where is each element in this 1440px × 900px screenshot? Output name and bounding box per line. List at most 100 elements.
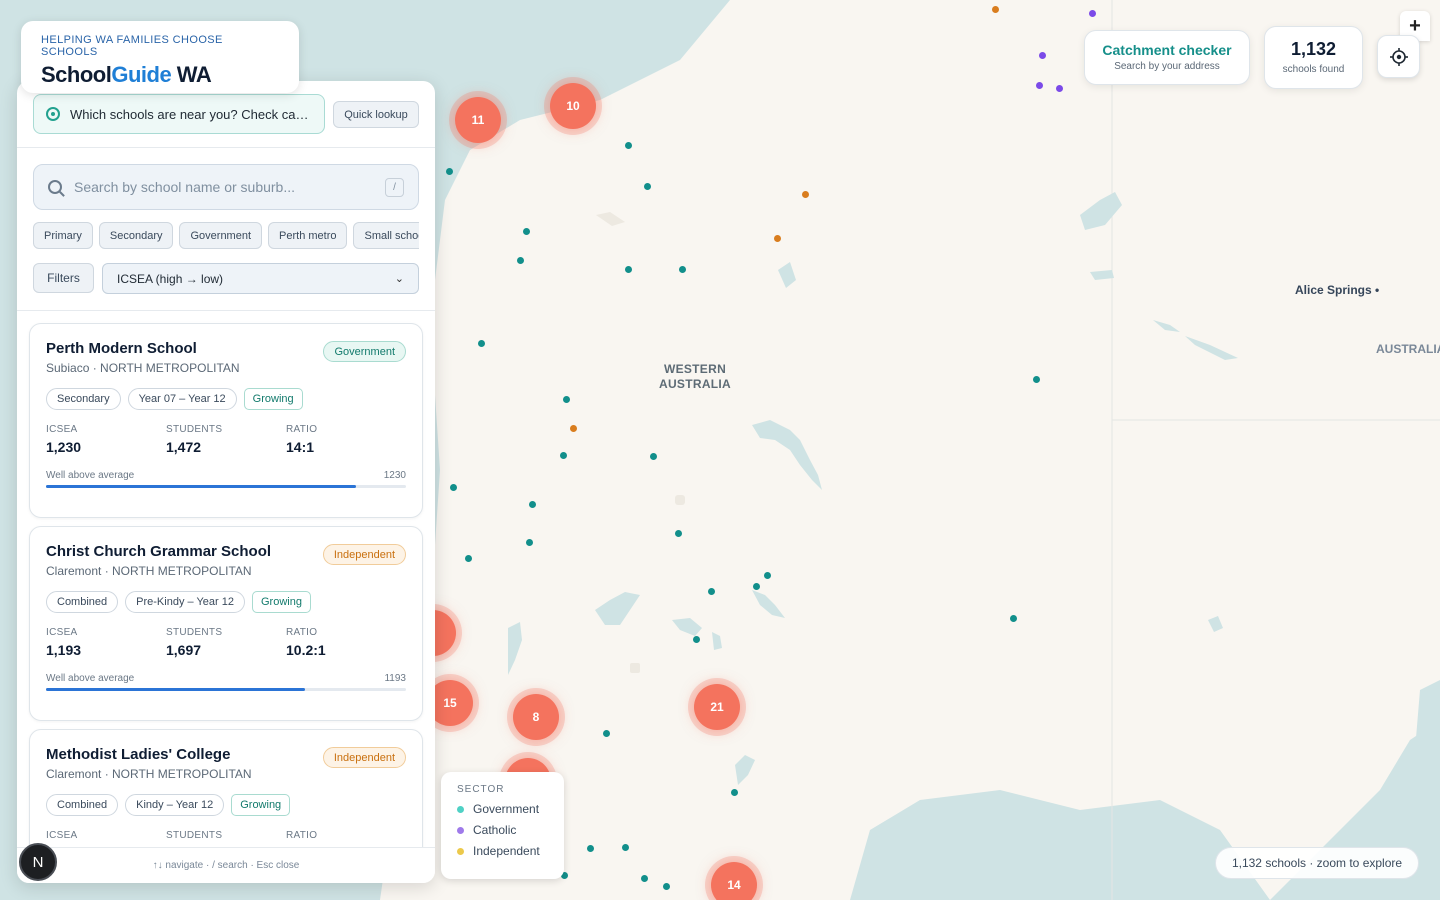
school-marker[interactable] <box>1039 52 1046 59</box>
catchment-prompt-text: Which schools are near you? Check catchm… <box>70 106 312 122</box>
school-marker[interactable] <box>641 875 648 882</box>
school-cluster[interactable]: 10 <box>550 83 596 129</box>
school-marker[interactable] <box>650 453 657 460</box>
school-marker[interactable] <box>517 257 524 264</box>
chip-small-schools[interactable]: Small schools <box>353 222 419 249</box>
schools-count-value: 1,132 <box>1290 39 1337 59</box>
chip-perth-metro[interactable]: Perth metro <box>268 222 348 249</box>
sector-legend: SECTOR Government Catholic Independent <box>441 772 564 879</box>
legend-label: Independent <box>473 844 540 858</box>
school-marker[interactable] <box>561 872 568 879</box>
school-marker[interactable] <box>465 555 472 562</box>
school-marker[interactable] <box>587 845 594 852</box>
school-marker[interactable] <box>679 266 686 273</box>
school-marker[interactable] <box>1056 85 1063 92</box>
school-marker[interactable] <box>1033 376 1040 383</box>
school-cluster[interactable]: 11 <box>455 97 501 143</box>
sector-badge: Independent <box>322 747 406 768</box>
sector-badge: Independent <box>322 544 406 565</box>
school-marker[interactable] <box>693 636 700 643</box>
school-marker[interactable] <box>1036 82 1043 89</box>
school-marker[interactable] <box>529 501 536 508</box>
search-shortcut-key: / <box>385 177 404 197</box>
school-marker[interactable] <box>570 425 577 432</box>
school-location: Claremont · NORTH METROPOLITAN <box>46 564 252 578</box>
icsea-bar <box>46 485 406 488</box>
brand-card: HELPING WA FAMILIES CHOOSE SCHOOLS Schoo… <box>21 21 299 93</box>
ratio-label: RATIO <box>286 627 318 638</box>
search-bar[interactable]: / <box>33 164 419 210</box>
chip-primary[interactable]: Primary <box>33 222 93 249</box>
chip-secondary[interactable]: Secondary <box>98 222 174 249</box>
school-marker[interactable] <box>753 583 760 590</box>
school-marker[interactable] <box>603 730 610 737</box>
icsea-value: 1,193 <box>46 642 82 658</box>
filters-button[interactable]: Filters <box>33 263 94 293</box>
school-card[interactable]: Perth Modern School Subiaco · NORTH METR… <box>29 323 423 518</box>
school-type-tag: Combined <box>46 794 119 816</box>
school-marker[interactable] <box>478 340 485 347</box>
school-marker[interactable] <box>675 530 682 537</box>
school-marker[interactable] <box>774 235 781 242</box>
school-marker[interactable] <box>731 789 738 796</box>
legend-dot <box>457 847 464 855</box>
catchment-checker-subtitle: Search by your address <box>1114 61 1220 72</box>
catchment-prompt-bar: Which schools are near you? Check catchm… <box>17 81 435 148</box>
school-marker[interactable] <box>1089 10 1096 17</box>
catchment-checker-title: Catchment checker <box>1102 42 1232 58</box>
school-marker[interactable] <box>523 228 530 235</box>
trend-tag: Growing <box>243 388 303 410</box>
school-marker[interactable] <box>560 452 567 459</box>
school-marker[interactable] <box>663 883 670 890</box>
school-marker[interactable] <box>992 6 999 13</box>
school-marker[interactable] <box>708 588 715 595</box>
school-name: Perth Modern School <box>46 340 197 357</box>
school-marker[interactable] <box>644 183 651 190</box>
catchment-checker-button[interactable]: Catchment checker Search by your address <box>1084 30 1250 85</box>
target-icon <box>46 107 60 121</box>
quick-lookup-button[interactable]: Quick lookup <box>333 101 419 128</box>
school-marker[interactable] <box>526 539 533 546</box>
icsea-label: ICSEA <box>46 627 78 638</box>
avatar[interactable]: N <box>19 843 57 881</box>
legend-dot <box>457 826 464 834</box>
brand-name-part3: WA <box>171 62 212 87</box>
icsea-label: ICSEA <box>46 830 78 841</box>
school-marker[interactable] <box>446 168 453 175</box>
school-marker[interactable] <box>450 484 457 491</box>
legend-item-catholic: Catholic <box>457 823 548 837</box>
school-type-tag: Secondary <box>46 388 121 410</box>
chip-government[interactable]: Government <box>179 222 263 249</box>
search-input[interactable] <box>74 179 385 195</box>
school-cluster[interactable]: 14 <box>711 862 757 900</box>
school-cluster[interactable]: 21 <box>694 684 740 730</box>
school-marker[interactable] <box>625 266 632 273</box>
school-marker[interactable] <box>802 191 809 198</box>
brand-name-part1: School <box>41 62 112 87</box>
school-marker[interactable] <box>1010 615 1017 622</box>
icsea-band-row: Well above average 1193 <box>46 673 406 684</box>
school-marker[interactable] <box>563 396 570 403</box>
brand-name-part2: Guide <box>111 62 172 87</box>
school-marker[interactable] <box>625 142 632 149</box>
quick-filter-chips: Primary Secondary Government Perth metro… <box>33 222 419 249</box>
sort-select[interactable]: ICSEA (high → low) ⌄ <box>102 263 419 294</box>
catchment-prompt[interactable]: Which schools are near you? Check catchm… <box>33 94 325 134</box>
icsea-band-row: Well above average 1230 <box>46 470 406 481</box>
icsea-band-label: Well above average <box>46 470 135 481</box>
zoom-hint-pill: 1,132 schools · zoom to explore <box>1215 847 1419 879</box>
school-stats: ICSEA 1,230 STUDENTS 1,472 RATIO 14:1 <box>46 424 406 455</box>
year-range-tag: Kindy – Year 12 <box>125 794 225 816</box>
locate-me-button[interactable] <box>1377 35 1420 78</box>
crosshair-icon <box>1389 47 1408 66</box>
school-stats: ICSEA STUDENTS RATIO <box>46 830 406 841</box>
school-marker[interactable] <box>622 844 629 851</box>
school-marker[interactable] <box>764 572 771 579</box>
city-label-alice-springs: Alice Springs • <box>1295 283 1380 297</box>
region-label-line2: AUSTRALIA <box>658 377 732 391</box>
school-card[interactable]: Christ Church Grammar School Claremont ·… <box>29 526 423 721</box>
brand-tagline: HELPING WA FAMILIES CHOOSE SCHOOLS <box>41 34 223 58</box>
icsea-bar-fill <box>46 688 306 691</box>
trend-tag: Growing <box>252 591 311 613</box>
school-cluster[interactable]: 8 <box>513 694 559 740</box>
